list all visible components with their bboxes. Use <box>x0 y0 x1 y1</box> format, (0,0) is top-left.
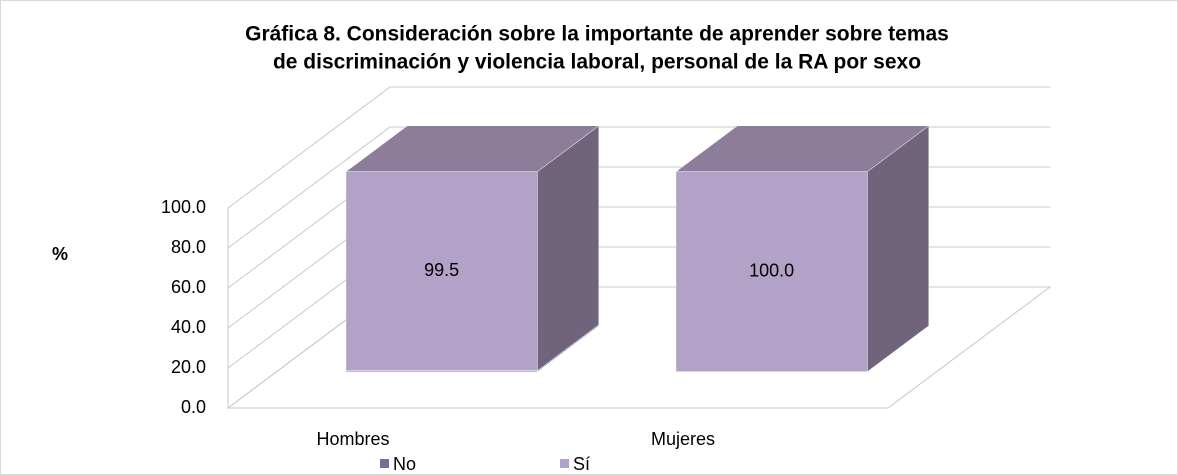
chart-title: de discriminación y violencia laboral, p… <box>273 51 921 74</box>
y-tick-label: 0.0 <box>181 397 206 417</box>
data-label: 100.0 <box>749 260 794 280</box>
bar-front <box>345 171 538 371</box>
legend-swatch <box>560 459 569 468</box>
legend-label: Sí <box>573 454 590 474</box>
bar-top <box>345 125 600 172</box>
y-tick-label: 40.0 <box>171 317 206 337</box>
legend-swatch <box>380 459 389 468</box>
y-tick-label: 80.0 <box>171 237 206 257</box>
legend-label: No <box>393 454 416 474</box>
data-label: 99.5 <box>424 260 459 280</box>
y-tick-label: 20.0 <box>171 357 206 377</box>
bar-top <box>675 125 930 172</box>
x-tick-label: Mujeres <box>651 429 715 449</box>
bar-front <box>675 171 868 372</box>
y-axis-label: % <box>52 244 68 264</box>
y-tick-label: 60.0 <box>171 277 206 297</box>
y-tick-label: 100.0 <box>161 197 206 217</box>
chart-title: Gráfica 8. Consideración sobre la import… <box>245 23 949 46</box>
grid-line <box>227 86 1050 209</box>
x-tick-label: Hombres <box>316 429 389 449</box>
